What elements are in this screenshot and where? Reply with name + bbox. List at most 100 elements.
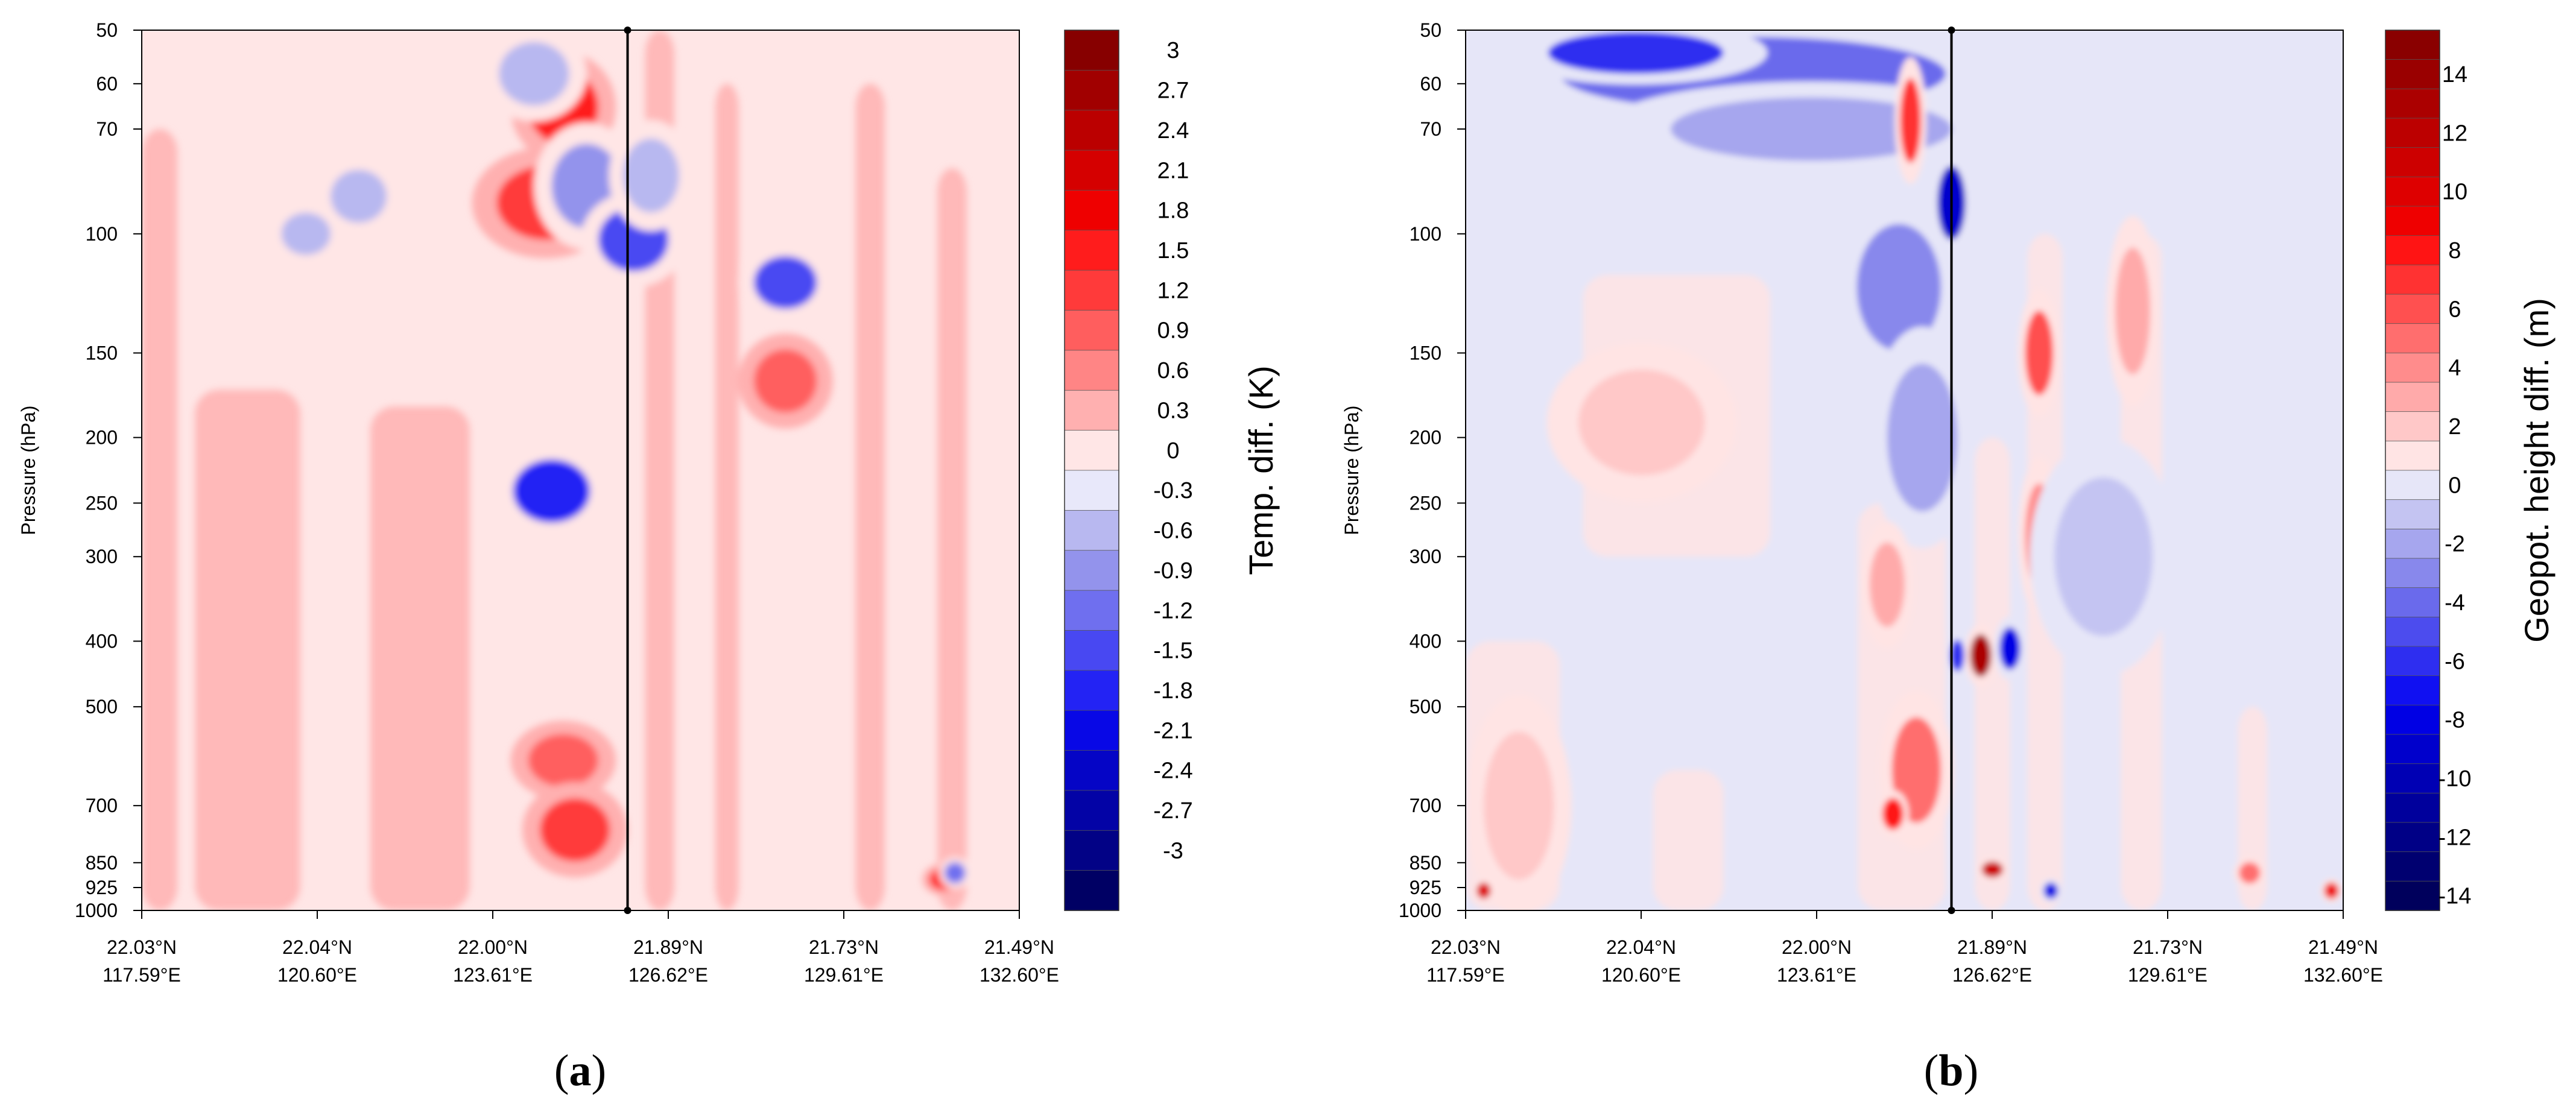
colorbar-label-b-3: 8 bbox=[2448, 238, 2461, 263]
colorbar-swatch-b-23 bbox=[2385, 704, 2440, 735]
y-axis-title-a: Pressure (hPa) bbox=[17, 405, 39, 535]
contour-feature-b-17 bbox=[1484, 731, 1554, 880]
colorbar-swatch-a-5 bbox=[1064, 230, 1119, 271]
contour-feature-a-8 bbox=[513, 459, 590, 523]
x-tick-lat-a-2: 22.00°N bbox=[458, 936, 528, 958]
x-tick-lat-a-0: 22.03°N bbox=[107, 936, 177, 958]
colorbar-label-b-14: -14 bbox=[2438, 884, 2472, 909]
y-tick-label-b-60: 60 bbox=[1420, 73, 1441, 95]
y-tick-label-a-50: 50 bbox=[96, 19, 118, 41]
colorbar-label-a-0: 3 bbox=[1166, 38, 1179, 63]
colorbar-swatch-b-24 bbox=[2385, 734, 2440, 765]
contour-feature-b-4 bbox=[1887, 363, 1958, 512]
contour-feature-a-7 bbox=[753, 349, 817, 413]
colorbar-swatch-a-21 bbox=[1064, 870, 1119, 911]
colorbar-a: 3 2.7 2.4 2.1 1.8 1.5 1.2 0.9 0.6 0.3 0 -0.3 -0.6 -0.… bbox=[1064, 30, 1193, 911]
colorbar-swatch-a-10 bbox=[1064, 430, 1119, 471]
x-tick-lon-b-3: 126.62°E bbox=[1952, 964, 2032, 986]
colorbar-b: 14 12 10 8 6 4 2 0 -2 -4 -6 -8 -10 -12 -14 bbox=[2385, 30, 2471, 911]
colorbar-swatch-a-14 bbox=[1064, 590, 1119, 631]
colorbar-label-a-19: -2.7 bbox=[1153, 798, 1192, 824]
x-tick-lon-b-1: 120.60°E bbox=[1601, 964, 1681, 986]
colorbar-swatch-b-12 bbox=[2385, 382, 2440, 412]
colorbar-swatch-b-29 bbox=[2385, 880, 2440, 911]
contour-feature-b-1 bbox=[1548, 31, 1724, 74]
y-tick-label-b-1000: 1000 bbox=[1399, 900, 1441, 921]
contour-feature-b-16 bbox=[2054, 477, 2153, 636]
y-tick-label-b-250: 250 bbox=[1410, 492, 1441, 514]
contour-feature-a-3 bbox=[499, 42, 569, 106]
x-tick-lon-a-0: 117.59°E bbox=[103, 964, 181, 986]
contour-feature-b-6 bbox=[1900, 78, 1922, 163]
y-tick-label-a-850: 850 bbox=[86, 852, 118, 874]
colorbar-swatch-a-15 bbox=[1064, 630, 1119, 671]
contour-feature-b-22 bbox=[2324, 883, 2339, 899]
y-tick-label-b-300: 300 bbox=[1410, 546, 1441, 567]
contour-feature-b-10 bbox=[1950, 639, 1964, 672]
colorbar-swatch-b-16 bbox=[2385, 499, 2440, 530]
contour-feature-a-10 bbox=[540, 798, 610, 862]
plot-frame-a bbox=[141, 30, 1020, 911]
colorbar-swatch-a-18 bbox=[1064, 750, 1119, 791]
colorbar-swatch-b-5 bbox=[2385, 176, 2440, 207]
colorbar-swatch-a-0 bbox=[1064, 30, 1119, 71]
colorbar-label-b-2: 10 bbox=[2442, 180, 2467, 205]
colorbar-swatch-b-17 bbox=[2385, 528, 2440, 559]
colorbar-swatch-b-3 bbox=[2385, 118, 2440, 148]
colorbar-swatch-b-9 bbox=[2385, 294, 2440, 324]
contour-feature-b-19 bbox=[1981, 861, 2003, 878]
colorbar-label-a-4: 1.8 bbox=[1157, 198, 1189, 224]
x-tick-lat-a-5: 21.49°N bbox=[984, 936, 1054, 958]
colorbar-label-a-6: 1.2 bbox=[1157, 278, 1189, 303]
y-tick-label-a-150: 150 bbox=[86, 342, 118, 364]
x-tick-lon-b-2: 123.61°E bbox=[1777, 964, 1856, 986]
contour-feature-b-5 bbox=[1578, 370, 1705, 476]
y-tick-label-a-925: 925 bbox=[86, 877, 118, 898]
colorbar-swatch-a-17 bbox=[1064, 710, 1119, 751]
colorbar-label-b-6: 2 bbox=[2448, 414, 2461, 440]
colorbar-swatch-a-3 bbox=[1064, 150, 1119, 191]
colorbar-label-b-12: -10 bbox=[2438, 766, 2472, 792]
y-tick-label-a-300: 300 bbox=[86, 546, 118, 567]
x-tick-lon-a-4: 129.61°E bbox=[804, 964, 884, 986]
colorbar-swatch-a-19 bbox=[1064, 790, 1119, 831]
colorbar-label-b-8: -2 bbox=[2445, 532, 2465, 557]
colorbar-label-a-12: -0.6 bbox=[1153, 519, 1192, 544]
y-tick-label-a-400: 400 bbox=[86, 630, 118, 652]
colorbar-swatch-b-14 bbox=[2385, 440, 2440, 471]
x-tick-lon-b-0: 117.59°E bbox=[1426, 964, 1505, 986]
colorbar-label-b-1: 12 bbox=[2442, 121, 2467, 146]
colorbar-swatch-b-1 bbox=[2385, 59, 2440, 90]
colorbar-swatch-b-19 bbox=[2385, 587, 2440, 618]
colorbar-swatch-b-10 bbox=[2385, 323, 2440, 354]
contour-feature-a-14 bbox=[944, 862, 966, 884]
x-tick-lat-a-3: 21.89°N bbox=[633, 936, 703, 958]
colorbar-swatch-b-13 bbox=[2385, 411, 2440, 442]
contour-feature-b-18 bbox=[1882, 798, 1904, 830]
contour-feature-b-2 bbox=[1671, 97, 1952, 161]
plot-area-a bbox=[141, 27, 1020, 914]
contour-feature-b-13 bbox=[2025, 311, 2054, 396]
contour-feature-a-12 bbox=[281, 212, 331, 255]
contour-feature-b-3 bbox=[1856, 224, 1941, 351]
colorbar-swatch-b-6 bbox=[2385, 206, 2440, 236]
colorbar-swatch-b-0 bbox=[2385, 30, 2440, 60]
colorbar-label-a-15: -1.5 bbox=[1153, 639, 1192, 664]
x-tick-lat-b-3: 21.89°N bbox=[1957, 936, 2027, 958]
y-tick-label-b-500: 500 bbox=[1410, 696, 1441, 718]
colorbar-label-a-3: 2.1 bbox=[1157, 158, 1189, 183]
colorbar-swatch-a-11 bbox=[1064, 470, 1119, 511]
colorbar-label-b-13: -12 bbox=[2438, 825, 2472, 850]
colorbar-label-a-10: 0 bbox=[1166, 438, 1179, 464]
y-tick-label-b-400: 400 bbox=[1410, 630, 1441, 652]
contour-feature-b-8 bbox=[1869, 542, 1905, 627]
colorbar-swatch-b-26 bbox=[2385, 792, 2440, 823]
y-tick-label-b-200: 200 bbox=[1410, 427, 1441, 449]
contour-feature-a-9 bbox=[528, 734, 599, 787]
contour-feature-b-23 bbox=[2043, 883, 2058, 899]
colorbar-swatch-b-2 bbox=[2385, 88, 2440, 119]
plot-frame-b bbox=[1465, 30, 2344, 911]
y-tick-label-b-50: 50 bbox=[1420, 19, 1441, 41]
